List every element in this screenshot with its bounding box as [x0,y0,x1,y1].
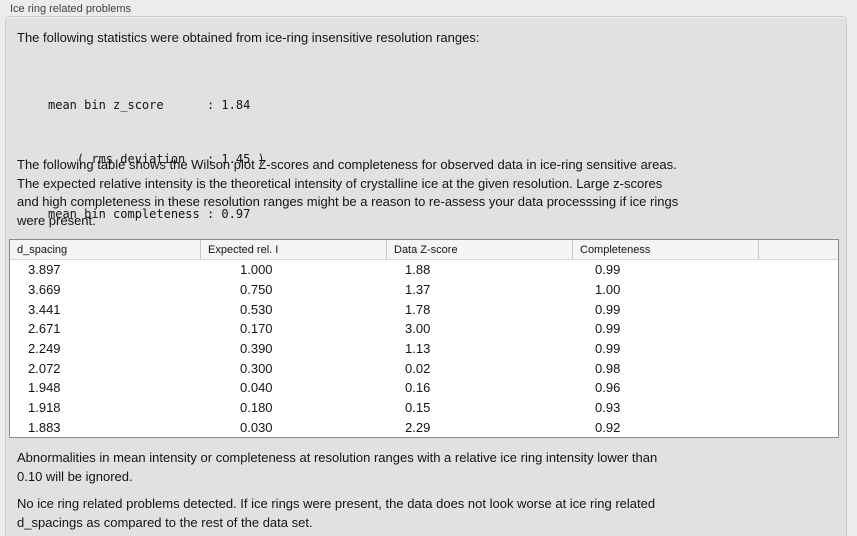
table-row[interactable]: 1.948 0.040 0.16 0.96 [10,378,838,398]
table-cell-expected-rel-i: 0.030 [240,419,273,435]
table-cell-completeness: 0.92 [595,419,621,435]
table-cell-expected-rel-i: 0.390 [240,341,273,357]
table-cell-data-z-score: 0.02 [405,360,431,376]
table-cell-completeness: 0.99 [595,301,621,317]
table-header-row: d_spacing Expected rel. I Data Z-score C… [10,240,838,260]
paragraph-line: d_spacings as compared to the rest of th… [17,514,313,530]
result-note-text: No ice ring related problems detected. I… [17,495,655,532]
paragraph-line: The expected relative intensity is the t… [17,175,663,191]
table-cell-completeness: 0.93 [595,400,621,416]
table-row[interactable]: 2.072 0.300 0.02 0.98 [10,358,838,378]
table-cell-data-z-score: 1.88 [405,262,431,278]
column-header-filler [758,240,838,259]
table-cell-expected-rel-i: 0.750 [240,282,273,298]
table-cell-d-spacing: 3.669 [28,282,61,298]
paragraph-line: The following table shows the Wilson plo… [17,157,677,172]
stats-intro-text: The following statistics were obtained f… [17,30,480,45]
table-cell-completeness: 1.00 [595,282,621,298]
column-header-expected-rel-i[interactable]: Expected rel. I [200,240,386,259]
groupbox-title: Ice ring related problems [10,3,132,15]
table-cell-completeness: 0.99 [595,341,621,357]
table-cell-expected-rel-i: 0.300 [240,360,273,376]
table-body: 3.897 1.000 1.88 0.99 3.669 0.750 1.37 1… [10,260,838,437]
table-cell-expected-rel-i: 1.000 [240,262,273,278]
table-cell-d-spacing: 2.671 [28,321,61,337]
paragraph-line: and high completeness in these resolutio… [17,194,679,210]
table-cell-d-spacing: 1.948 [28,380,61,396]
column-header-data-z-score[interactable]: Data Z-score [386,240,572,259]
table-cell-completeness: 0.98 [595,360,621,376]
table-cell-d-spacing: 3.897 [28,262,61,278]
table-cell-expected-rel-i: 0.180 [240,400,273,416]
table-cell-completeness: 0.99 [595,321,621,337]
column-header-completeness[interactable]: Completeness [572,240,758,259]
table-cell-data-z-score: 2.29 [405,419,431,435]
table-cell-d-spacing: 2.072 [28,360,61,376]
stats-line: mean bin z_score : 1.84 [48,97,251,112]
table-cell-data-z-score: 1.78 [405,301,431,317]
table-cell-d-spacing: 3.441 [28,301,61,317]
column-header-d-spacing[interactable]: d_spacing [17,244,68,256]
table-row[interactable]: 1.918 0.180 0.15 0.93 [10,398,838,418]
table-row[interactable]: 3.897 1.000 1.88 0.99 [10,260,838,280]
table-cell-completeness: 0.99 [595,262,621,278]
paragraph-line: 0.10 will be ignored. [17,468,133,484]
table-cell-data-z-score: 1.37 [405,282,431,298]
table-cell-d-spacing: 1.883 [28,419,61,435]
ignore-note-text: Abnormalities in mean intensity or compl… [17,449,657,486]
table-cell-data-z-score: 0.15 [405,400,431,416]
table-cell-expected-rel-i: 0.040 [240,380,273,396]
table-cell-expected-rel-i: 0.170 [240,321,273,337]
table-row[interactable]: 2.671 0.170 3.00 0.99 [10,319,838,339]
paragraph-line: Abnormalities in mean intensity or compl… [17,450,658,465]
table-row[interactable]: 3.441 0.530 1.78 0.99 [10,299,838,319]
ice-ring-table: d_spacing Expected rel. I Data Z-score C… [9,239,839,438]
table-cell-expected-rel-i: 0.530 [240,301,273,317]
table-row[interactable]: 3.669 0.750 1.37 1.00 [10,280,838,300]
stats-line: mean bin completeness : 0.97 [48,207,251,222]
paragraph-line: No ice ring related problems detected. I… [17,496,656,511]
paragraph-line: were present. [17,212,96,228]
table-cell-data-z-score: 3.00 [405,321,431,337]
groupbox: The following statistics were obtained f… [5,16,847,536]
stats-line: ( rms deviation : 1.45 ) [48,152,265,167]
table-row[interactable]: 1.883 0.030 2.29 0.92 [10,418,838,438]
table-intro-text: The following table shows the Wilson plo… [17,156,678,230]
table-row[interactable]: 2.249 0.390 1.13 0.99 [10,339,838,359]
table-cell-d-spacing: 2.249 [28,341,61,357]
table-cell-data-z-score: 1.13 [405,341,431,357]
table-cell-d-spacing: 1.918 [28,400,61,416]
table-cell-data-z-score: 0.16 [405,380,431,396]
table-cell-completeness: 0.96 [595,380,621,396]
